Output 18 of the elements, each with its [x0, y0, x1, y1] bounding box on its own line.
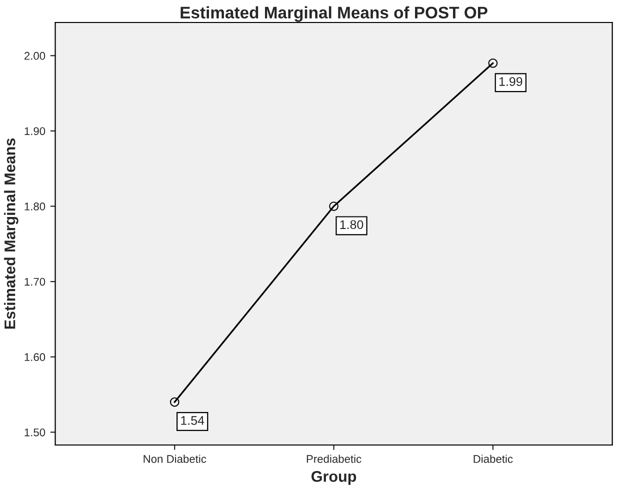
y-tick-label: 1.60	[24, 353, 46, 362]
y-axis-title: Estimated Marginal Means	[4, 138, 18, 329]
chart-title: Estimated Marginal Means of POST OP	[180, 6, 488, 22]
data-label: 1.54	[181, 416, 204, 425]
data-label: 1.99	[499, 77, 522, 86]
y-tick-label: 1.70	[24, 278, 46, 286]
x-axis-title: Group	[312, 471, 356, 485]
x-tick-label: Diabetic	[474, 454, 513, 463]
y-tick-label: 1.90	[24, 127, 46, 136]
point	[488, 58, 498, 68]
point	[170, 397, 180, 407]
x-tick-label: Non Diabetic	[144, 454, 206, 463]
y-tick-label: 2.00	[24, 52, 46, 60]
y-tick-label: 1.50	[24, 428, 46, 436]
y-tick-label: 1.80	[24, 202, 46, 210]
point	[329, 202, 338, 211]
data-label: 1.80	[340, 220, 364, 230]
x-tick-label: Prediabetic	[306, 454, 362, 463]
